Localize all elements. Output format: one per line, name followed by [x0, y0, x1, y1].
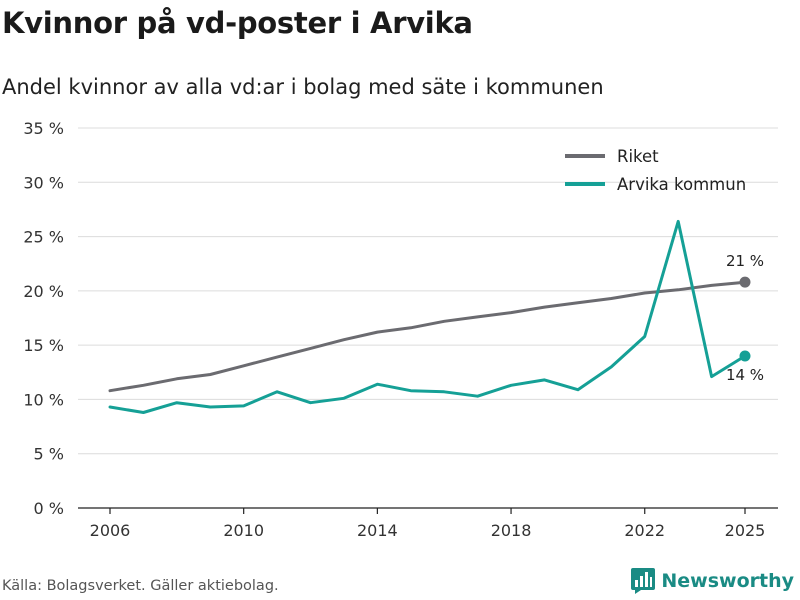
legend-label-riket: Riket — [617, 147, 659, 166]
y-tick-label: 5 % — [34, 445, 64, 464]
end-point-arvika — [739, 350, 751, 362]
y-tick-label: 35 % — [23, 119, 64, 138]
chart-subtitle: Andel kvinnor av alla vd:ar i bolag med … — [2, 75, 604, 99]
y-tick-label: 10 % — [23, 390, 64, 409]
x-tick-label: 2014 — [357, 521, 398, 540]
chart-title: Kvinnor på vd-poster i Arvika — [2, 6, 473, 40]
brand-name: Newsworthy — [661, 570, 794, 592]
y-tick-label: 25 % — [23, 228, 64, 247]
series-line-riket — [108, 280, 747, 393]
newsworthy-logo-icon — [631, 568, 656, 594]
source-note: Källa: Bolagsverket. Gäller aktiebolag. — [2, 578, 279, 594]
legend-label-arvika: Arvika kommun — [617, 175, 746, 194]
x-tick-label: 2025 — [725, 521, 766, 540]
y-tick-label: 20 % — [23, 282, 64, 301]
x-tick-label: 2006 — [90, 521, 131, 540]
series-line-arvika — [108, 219, 747, 414]
x-tick-label: 2018 — [491, 521, 532, 540]
end-label-riket: 21 % — [726, 252, 764, 270]
y-tick-label: 15 % — [23, 336, 64, 355]
brand-logo[interactable]: Newsworthy — [631, 568, 794, 594]
end-point-riket — [739, 276, 751, 288]
end-label-arvika: 14 % — [726, 366, 764, 384]
x-tick-label: 2010 — [223, 521, 264, 540]
x-tick-label: 2022 — [624, 521, 665, 540]
y-tick-label: 30 % — [23, 173, 64, 192]
y-tick-label: 0 % — [34, 499, 64, 518]
